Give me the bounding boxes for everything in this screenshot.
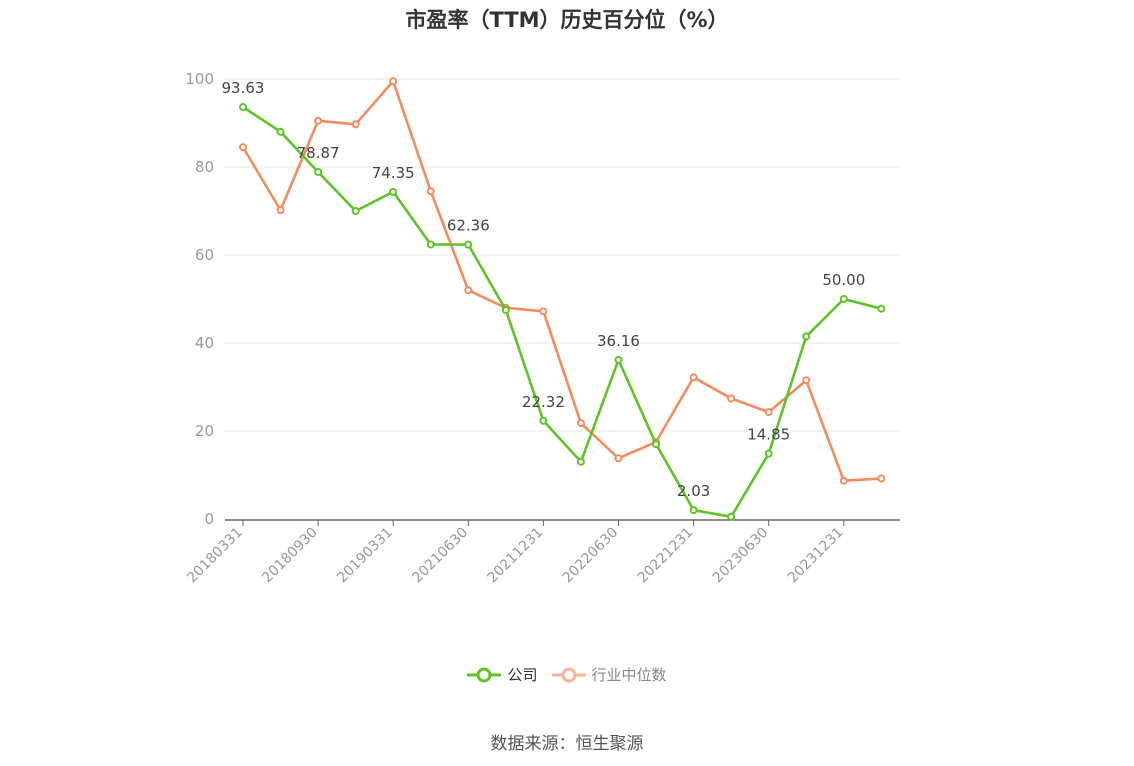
data-label: 62.36 [447,217,490,235]
y-tick-label: 40 [195,334,214,352]
industry-point [276,206,285,215]
data-label: 14.85 [747,426,790,444]
industry-point [314,116,323,125]
data-label: 93.63 [222,79,265,97]
y-tick-label: 20 [195,422,214,440]
legend-item-industry[interactable]: 行业中位数 [551,664,667,685]
company-point [501,306,510,314]
industry-point [727,394,736,403]
x-tick-label: 20230630 [710,525,772,587]
y-tick-label: 0 [204,510,214,528]
industry-point [764,408,773,417]
industry-point [877,474,886,483]
x-tick-label: 20190331 [334,525,396,587]
data-label: 36.16 [597,332,640,350]
company-point [689,506,698,515]
legend-marker-company-icon [467,667,502,682]
legend-circle-company [476,667,492,682]
grid-lines [225,78,900,432]
company-point [727,512,736,521]
y-tick-label: 100 [185,70,214,88]
source-note: 数据来源：恒生聚源 [490,734,644,754]
industry-point [389,77,398,86]
industry-point [576,419,585,428]
industry-point [839,476,848,485]
company-point [276,127,285,136]
company-point [539,416,548,425]
industry-point [426,187,435,196]
company-point [239,103,247,112]
x-tick-label: 20180331 [184,525,246,587]
x-tick-label: 20221231 [635,525,697,587]
y-tick-label: 60 [195,246,214,264]
legend: 公司 行业中位数 [0,664,1134,685]
company-point [351,207,360,215]
y-tick-label: 80 [195,158,214,176]
company-point [877,304,886,313]
company-point [802,332,811,341]
company-point [764,449,773,458]
legend-circle-industry [561,667,576,682]
industry-point [239,143,247,152]
x-tick-label: 20220630 [560,525,622,587]
company-point [839,295,848,303]
company-point [652,440,661,449]
industry-point [802,376,811,385]
x-tick-label: 20211231 [485,525,547,587]
series-lines [239,77,886,521]
company-point [426,240,435,249]
data-labels: 93.63 78.87 74.35 62.36 22.32 36.16 2.03 14.85 5… [222,79,866,500]
data-label: 2.03 [677,482,710,500]
legend-label-industry: 行业中位数 [591,666,667,684]
legend-marker-industry-icon [551,667,586,682]
legend-item-company[interactable]: 公司 [467,664,538,685]
company-point [576,457,585,466]
data-label: 78.87 [297,144,340,162]
company-point [389,187,398,196]
company-point [464,240,473,249]
data-label: 74.35 [372,164,415,182]
industry-point [689,373,698,382]
company-point [314,167,323,176]
industry-point [351,120,360,129]
company-point [614,355,623,364]
series-line-company [242,105,882,519]
data-label: 22.32 [522,393,565,411]
x-tick-label: 20210630 [409,525,471,587]
chart-title: 市盈率（TTM）历史百分位（%） [405,8,729,32]
industry-point [539,307,548,316]
industry-point [614,454,623,463]
series-line-industry [241,79,882,483]
industry-point [464,286,473,295]
x-tick-label: 20231231 [785,525,847,587]
legend-label-company: 公司 [507,666,538,684]
x-tick-label: 20180930 [259,525,321,587]
data-label: 50.00 [822,271,865,289]
